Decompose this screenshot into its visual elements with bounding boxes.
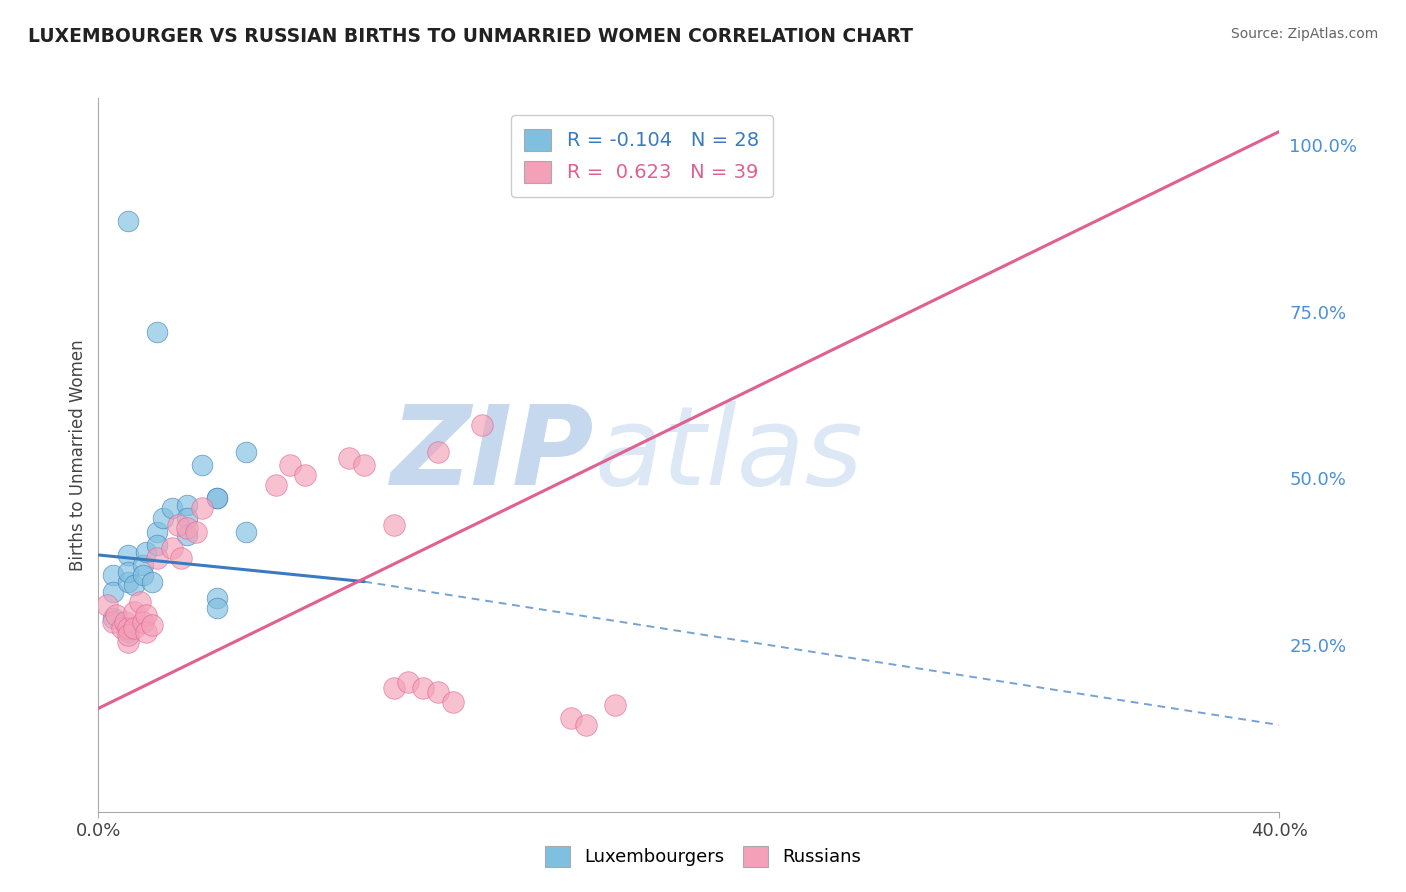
Point [382, 518, 405, 533]
Point [162, 501, 183, 516]
Point [132, 615, 155, 629]
Point [205, 591, 228, 606]
Point [560, 711, 582, 725]
Point [235, 444, 257, 458]
Point [135, 544, 157, 558]
Point [294, 467, 316, 482]
Point [176, 521, 198, 535]
Point [574, 145, 596, 159]
Point [128, 594, 150, 608]
Point [170, 551, 193, 566]
Point [176, 498, 198, 512]
Point [146, 538, 169, 552]
Text: LUXEMBOURGER VS RUSSIAN BIRTHS TO UNMARRIED WOMEN CORRELATION CHART: LUXEMBOURGER VS RUSSIAN BIRTHS TO UNMARR… [28, 27, 912, 45]
Point [205, 601, 228, 615]
Point [427, 444, 450, 458]
Point [471, 417, 494, 432]
Legend: Luxembourgers, Russians: Luxembourgers, Russians [537, 838, 869, 874]
Point [191, 501, 214, 516]
Point [122, 621, 145, 635]
Point [167, 518, 190, 533]
Point [135, 624, 157, 639]
Point [117, 214, 139, 228]
Point [191, 458, 214, 472]
Point [111, 621, 134, 635]
Point [427, 684, 450, 698]
Point [103, 568, 125, 582]
Point [146, 524, 169, 539]
Y-axis label: Births to Unmarried Women: Births to Unmarried Women [69, 339, 87, 571]
Point [141, 574, 163, 589]
Point [396, 674, 419, 689]
Point [103, 584, 125, 599]
Point [235, 524, 257, 539]
Point [117, 574, 139, 589]
Point [205, 491, 228, 506]
Legend: R = -0.104   N = 28, R =  0.623   N = 39: R = -0.104 N = 28, R = 0.623 N = 39 [510, 115, 773, 197]
Point [152, 511, 174, 525]
Text: Source: ZipAtlas.com: Source: ZipAtlas.com [1230, 27, 1378, 41]
Point [117, 621, 139, 635]
Point [117, 624, 139, 639]
Point [141, 618, 163, 632]
Point [146, 551, 169, 566]
Text: atlas: atlas [595, 401, 863, 508]
Point [574, 718, 596, 732]
Point [382, 681, 405, 696]
Point [114, 615, 136, 629]
Point [441, 695, 464, 709]
Point [117, 634, 139, 648]
Point [205, 491, 228, 506]
Point [135, 607, 157, 622]
Point [176, 511, 198, 525]
Point [353, 458, 375, 472]
Point [122, 578, 145, 592]
Point [412, 681, 434, 696]
Point [103, 615, 125, 629]
Point [96, 598, 118, 612]
Point [117, 548, 139, 562]
Point [176, 528, 198, 542]
Point [122, 605, 145, 619]
Point [162, 541, 183, 556]
Point [264, 478, 287, 492]
Point [103, 611, 125, 625]
Point [132, 568, 155, 582]
Point [132, 558, 155, 572]
Point [605, 698, 627, 712]
Text: ZIP: ZIP [391, 401, 595, 508]
Point [117, 565, 139, 579]
Point [339, 451, 360, 466]
Point [117, 628, 139, 642]
Point [278, 458, 302, 472]
Point [146, 325, 169, 339]
Point [184, 524, 207, 539]
Point [105, 607, 128, 622]
